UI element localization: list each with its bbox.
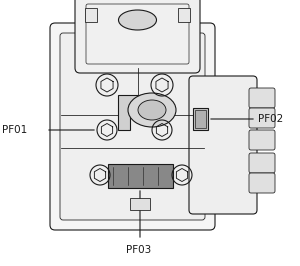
- FancyBboxPatch shape: [60, 33, 205, 220]
- FancyBboxPatch shape: [249, 173, 275, 193]
- FancyBboxPatch shape: [249, 88, 275, 108]
- FancyBboxPatch shape: [195, 110, 206, 128]
- FancyBboxPatch shape: [249, 153, 275, 173]
- Polygon shape: [118, 95, 160, 130]
- Bar: [130, 198, 150, 210]
- FancyBboxPatch shape: [178, 8, 190, 22]
- Text: PF01: PF01: [2, 125, 27, 135]
- Ellipse shape: [138, 100, 166, 120]
- FancyBboxPatch shape: [189, 76, 257, 214]
- FancyBboxPatch shape: [249, 108, 275, 128]
- FancyBboxPatch shape: [85, 8, 97, 22]
- Text: PF02: PF02: [258, 114, 283, 124]
- FancyBboxPatch shape: [75, 0, 200, 73]
- FancyBboxPatch shape: [249, 130, 275, 150]
- FancyBboxPatch shape: [193, 108, 208, 130]
- Ellipse shape: [128, 93, 176, 127]
- Bar: [108, 164, 173, 188]
- Ellipse shape: [118, 10, 157, 30]
- Text: PF03: PF03: [126, 245, 151, 255]
- FancyBboxPatch shape: [50, 23, 215, 230]
